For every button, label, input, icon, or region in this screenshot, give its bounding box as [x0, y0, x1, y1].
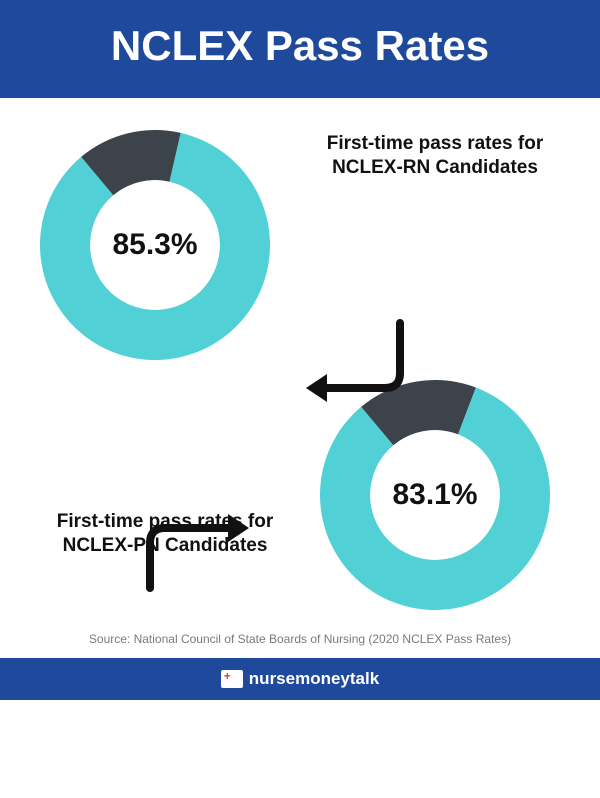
source-citation: Source: National Council of State Boards… [0, 632, 600, 646]
clipboard-icon [221, 670, 243, 688]
brand-suffix: talk [350, 669, 379, 688]
header-banner: NCLEX Pass Rates [0, 0, 600, 98]
brand-prefix: nurse [249, 669, 295, 688]
brand-text: nursemoneytalk [249, 669, 379, 689]
brand-mid: money [295, 669, 350, 688]
footer-brand-bar: nursemoneytalk [0, 658, 600, 700]
page-title: NCLEX Pass Rates [111, 22, 489, 69]
